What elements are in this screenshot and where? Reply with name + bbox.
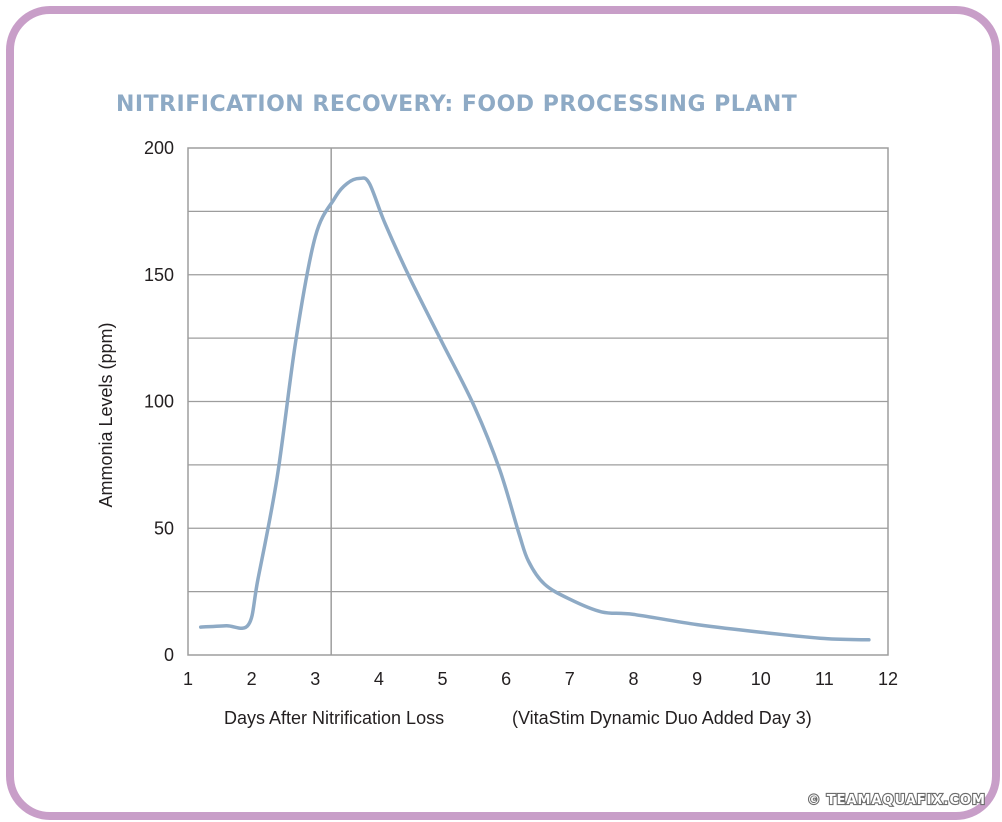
y-axis-label: Ammonia Levels (ppm) bbox=[96, 322, 116, 507]
series-layer bbox=[198, 176, 871, 642]
copyright-watermark: © TEAMAQUAFIX.COM bbox=[807, 793, 986, 808]
x-tick-label: 10 bbox=[751, 669, 771, 689]
ammonia-series-line bbox=[198, 176, 871, 642]
x-tick-label: 2 bbox=[247, 669, 257, 689]
x-tick-label: 9 bbox=[692, 669, 702, 689]
x-tick-label: 3 bbox=[310, 669, 320, 689]
y-tick-label: 150 bbox=[144, 265, 174, 285]
x-tick-label: 4 bbox=[374, 669, 384, 689]
y-tick-label: 100 bbox=[144, 392, 174, 412]
x-axis-ticks: 1 2 3 4 5 6 7 8 9 10 11 12 bbox=[183, 669, 898, 689]
x-tick-label: 11 bbox=[815, 669, 834, 689]
x-tick-label: 5 bbox=[438, 669, 448, 689]
x-tick-label: 6 bbox=[501, 669, 511, 689]
y-tick-label: 0 bbox=[164, 645, 174, 665]
x-tick-label: 12 bbox=[878, 669, 898, 689]
dosing-annotation: (VitaStim Dynamic Duo Added Day 3) bbox=[512, 708, 812, 728]
x-tick-label: 8 bbox=[628, 669, 638, 689]
x-tick-label: 7 bbox=[565, 669, 575, 689]
chart-frame bbox=[6, 6, 1000, 820]
y-tick-label: 50 bbox=[154, 518, 174, 538]
y-axis-ticks: 0 50 100 150 200 bbox=[144, 138, 174, 665]
plot-area-border bbox=[187, 147, 889, 656]
plot-border bbox=[187, 147, 889, 656]
x-axis-label: Days After Nitrification Loss bbox=[224, 708, 444, 728]
x-tick-label: 1 bbox=[183, 669, 193, 689]
y-tick-label: 200 bbox=[144, 138, 174, 158]
chart-title: NITRIFICATION RECOVERY: FOOD PROCESSING … bbox=[116, 92, 797, 117]
grid bbox=[188, 210, 888, 593]
